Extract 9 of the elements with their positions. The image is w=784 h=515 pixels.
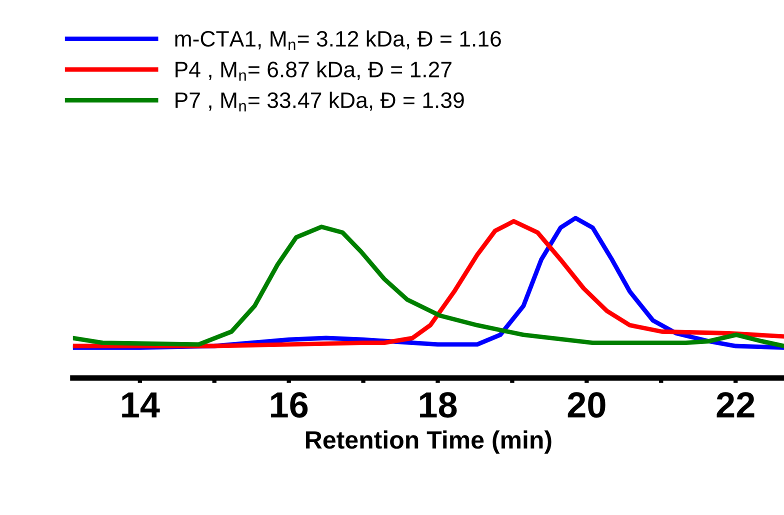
legend-label: P7 , M$_{n}$= 33.47 kDa, Đ = 1.39 <box>176 92 464 112</box>
x-tick-label: 18 <box>420 392 457 418</box>
x-tick-label: 22 <box>716 392 754 418</box>
x-tick-label: 14 <box>122 392 160 418</box>
x-tick-label: 20 <box>568 392 606 418</box>
x-axis-title: Retention Time (min) <box>306 430 552 454</box>
legend-label: m-CTA1, M$_{n}$= 3.12 kDa, Đ = 1.16 <box>175 30 501 50</box>
legend-label: P4 , M$_{n}$= 6.87 kDa, Đ = 1.27 <box>176 61 452 81</box>
x-tick-label: 16 <box>271 392 308 418</box>
